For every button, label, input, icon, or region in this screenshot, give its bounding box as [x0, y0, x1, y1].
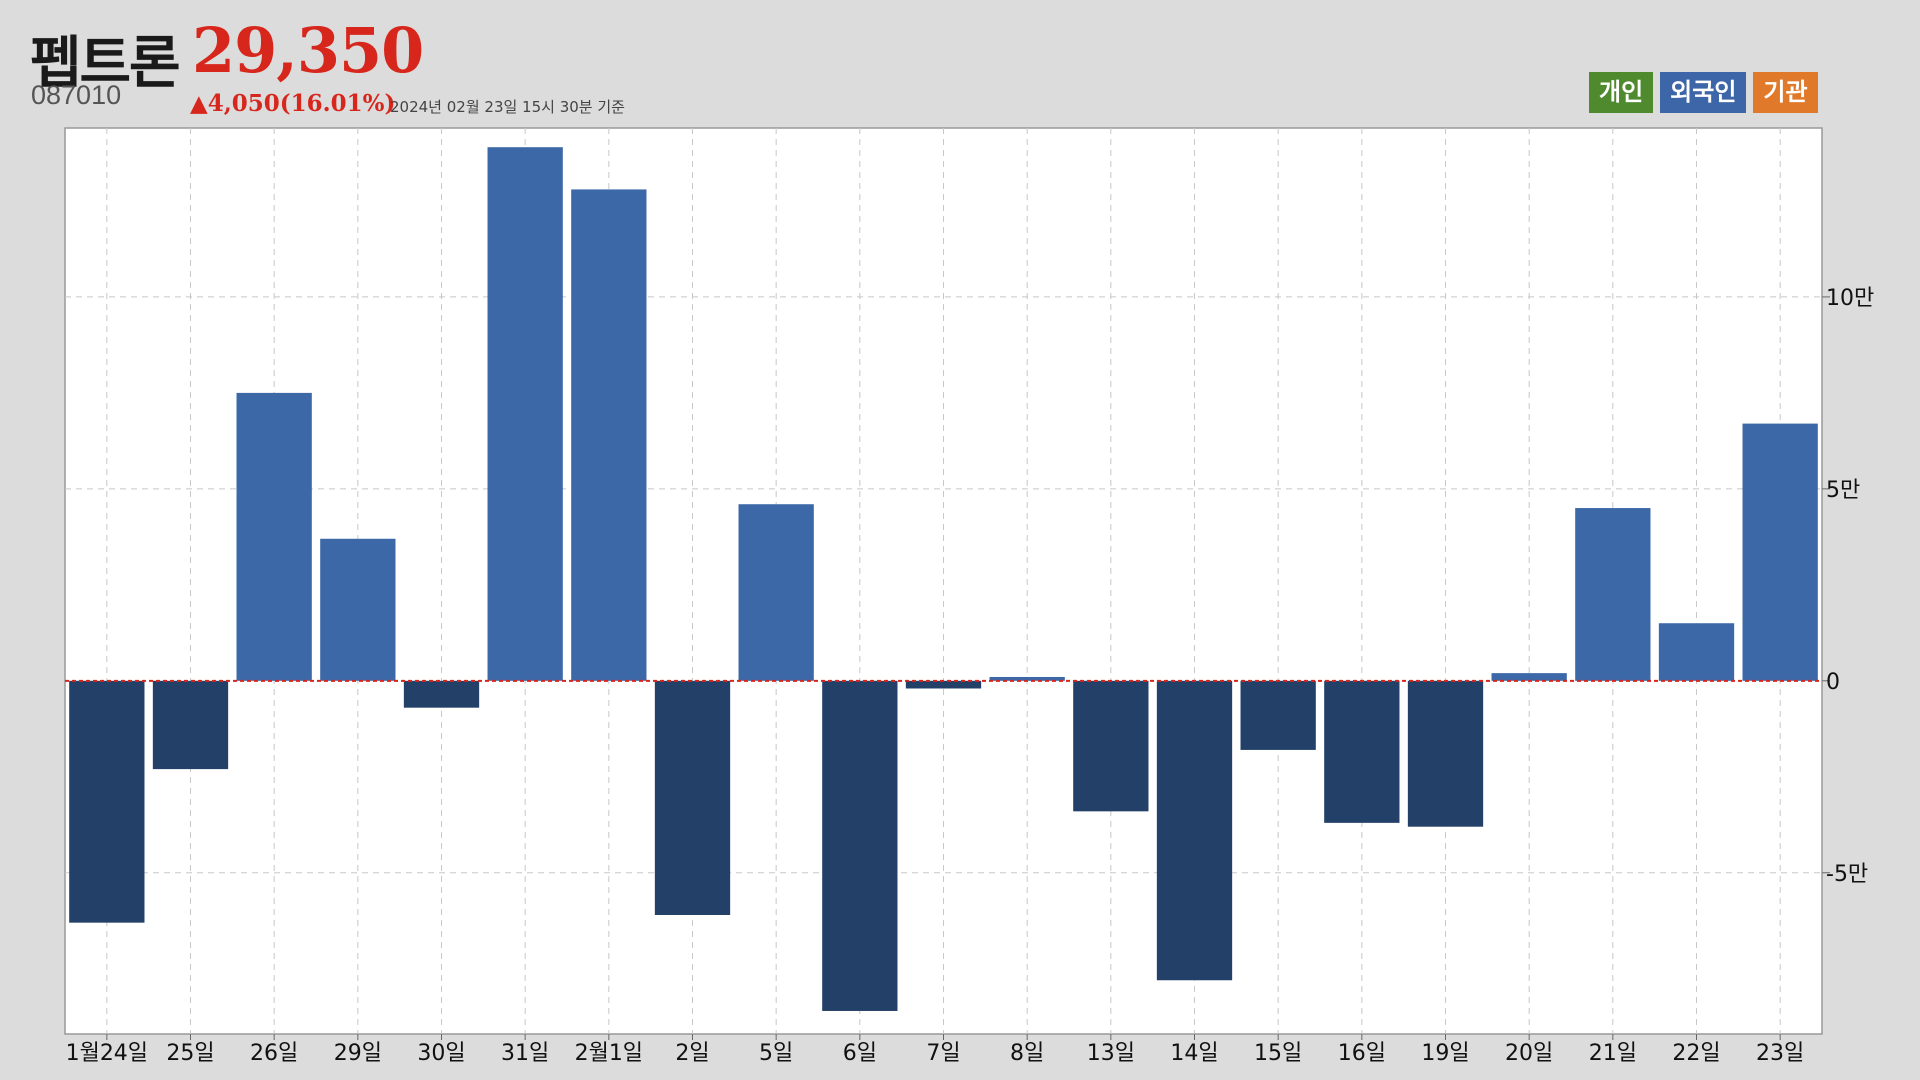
bar [1240, 680, 1316, 750]
y-tick-label: -5만 [1826, 862, 1868, 887]
price-change: ▲4,050(16.01%) [190, 90, 396, 117]
y-tick-label: 10만 [1826, 286, 1874, 311]
bar [1156, 680, 1233, 981]
bar [738, 504, 814, 681]
x-tick-label: 14일 [1170, 1041, 1218, 1066]
x-tick-label: 31일 [501, 1041, 549, 1066]
bar [1324, 680, 1400, 823]
bar [1742, 423, 1818, 681]
x-tick-label: 23일 [1756, 1041, 1804, 1066]
x-tick-label: 26일 [250, 1041, 298, 1066]
x-tick-label: 15일 [1254, 1041, 1302, 1066]
x-tick-label: 1월24일 [66, 1041, 148, 1066]
x-tick-label: 22일 [1672, 1041, 1720, 1066]
stock-name: 펩트론 [30, 31, 181, 96]
y-tick-label: 0 [1826, 670, 1840, 695]
bar [1491, 673, 1567, 681]
bar [905, 680, 982, 689]
investor-legend: 개인 외국인 기관 [1589, 72, 1818, 113]
x-tick-label: 30일 [417, 1041, 465, 1066]
x-tick-label: 2월1일 [575, 1041, 643, 1066]
x-tick-label: 5일 [759, 1041, 793, 1066]
bar [403, 680, 480, 708]
x-tick-label: 2일 [675, 1041, 709, 1066]
y-tick-label: 5만 [1826, 478, 1860, 503]
timestamp: 2024년 02월 23일 15시 30분 기준 [390, 98, 625, 116]
bar [1407, 680, 1484, 827]
legend-foreign-button[interactable]: 외국인 [1660, 72, 1747, 113]
x-tick-label: 21일 [1589, 1041, 1637, 1066]
stock-code: 087010 [31, 80, 122, 110]
x-tick-label: 8일 [1010, 1041, 1044, 1066]
bar [571, 189, 647, 681]
legend-institution-button[interactable]: 기관 [1753, 72, 1818, 113]
x-tick-label: 19일 [1421, 1041, 1469, 1066]
x-tick-label: 20일 [1505, 1041, 1553, 1066]
bar [320, 538, 396, 681]
bar [69, 680, 145, 923]
stock-price: 29,350 [192, 14, 424, 87]
bar [487, 147, 563, 681]
x-tick-label: 29일 [334, 1041, 382, 1066]
x-tick-label: 25일 [166, 1041, 214, 1066]
x-tick-label: 16일 [1338, 1041, 1386, 1066]
bar [1575, 508, 1651, 681]
bar [989, 676, 1065, 681]
bar [1658, 623, 1735, 681]
bar [1073, 680, 1149, 812]
bar [654, 680, 731, 915]
legend-personal-button[interactable]: 개인 [1589, 72, 1654, 113]
x-tick-label: 13일 [1087, 1041, 1135, 1066]
x-tick-label: 6일 [843, 1041, 877, 1066]
bar [236, 392, 312, 681]
bar [152, 680, 229, 770]
bar [822, 680, 898, 1011]
x-tick-label: 7일 [926, 1041, 960, 1066]
